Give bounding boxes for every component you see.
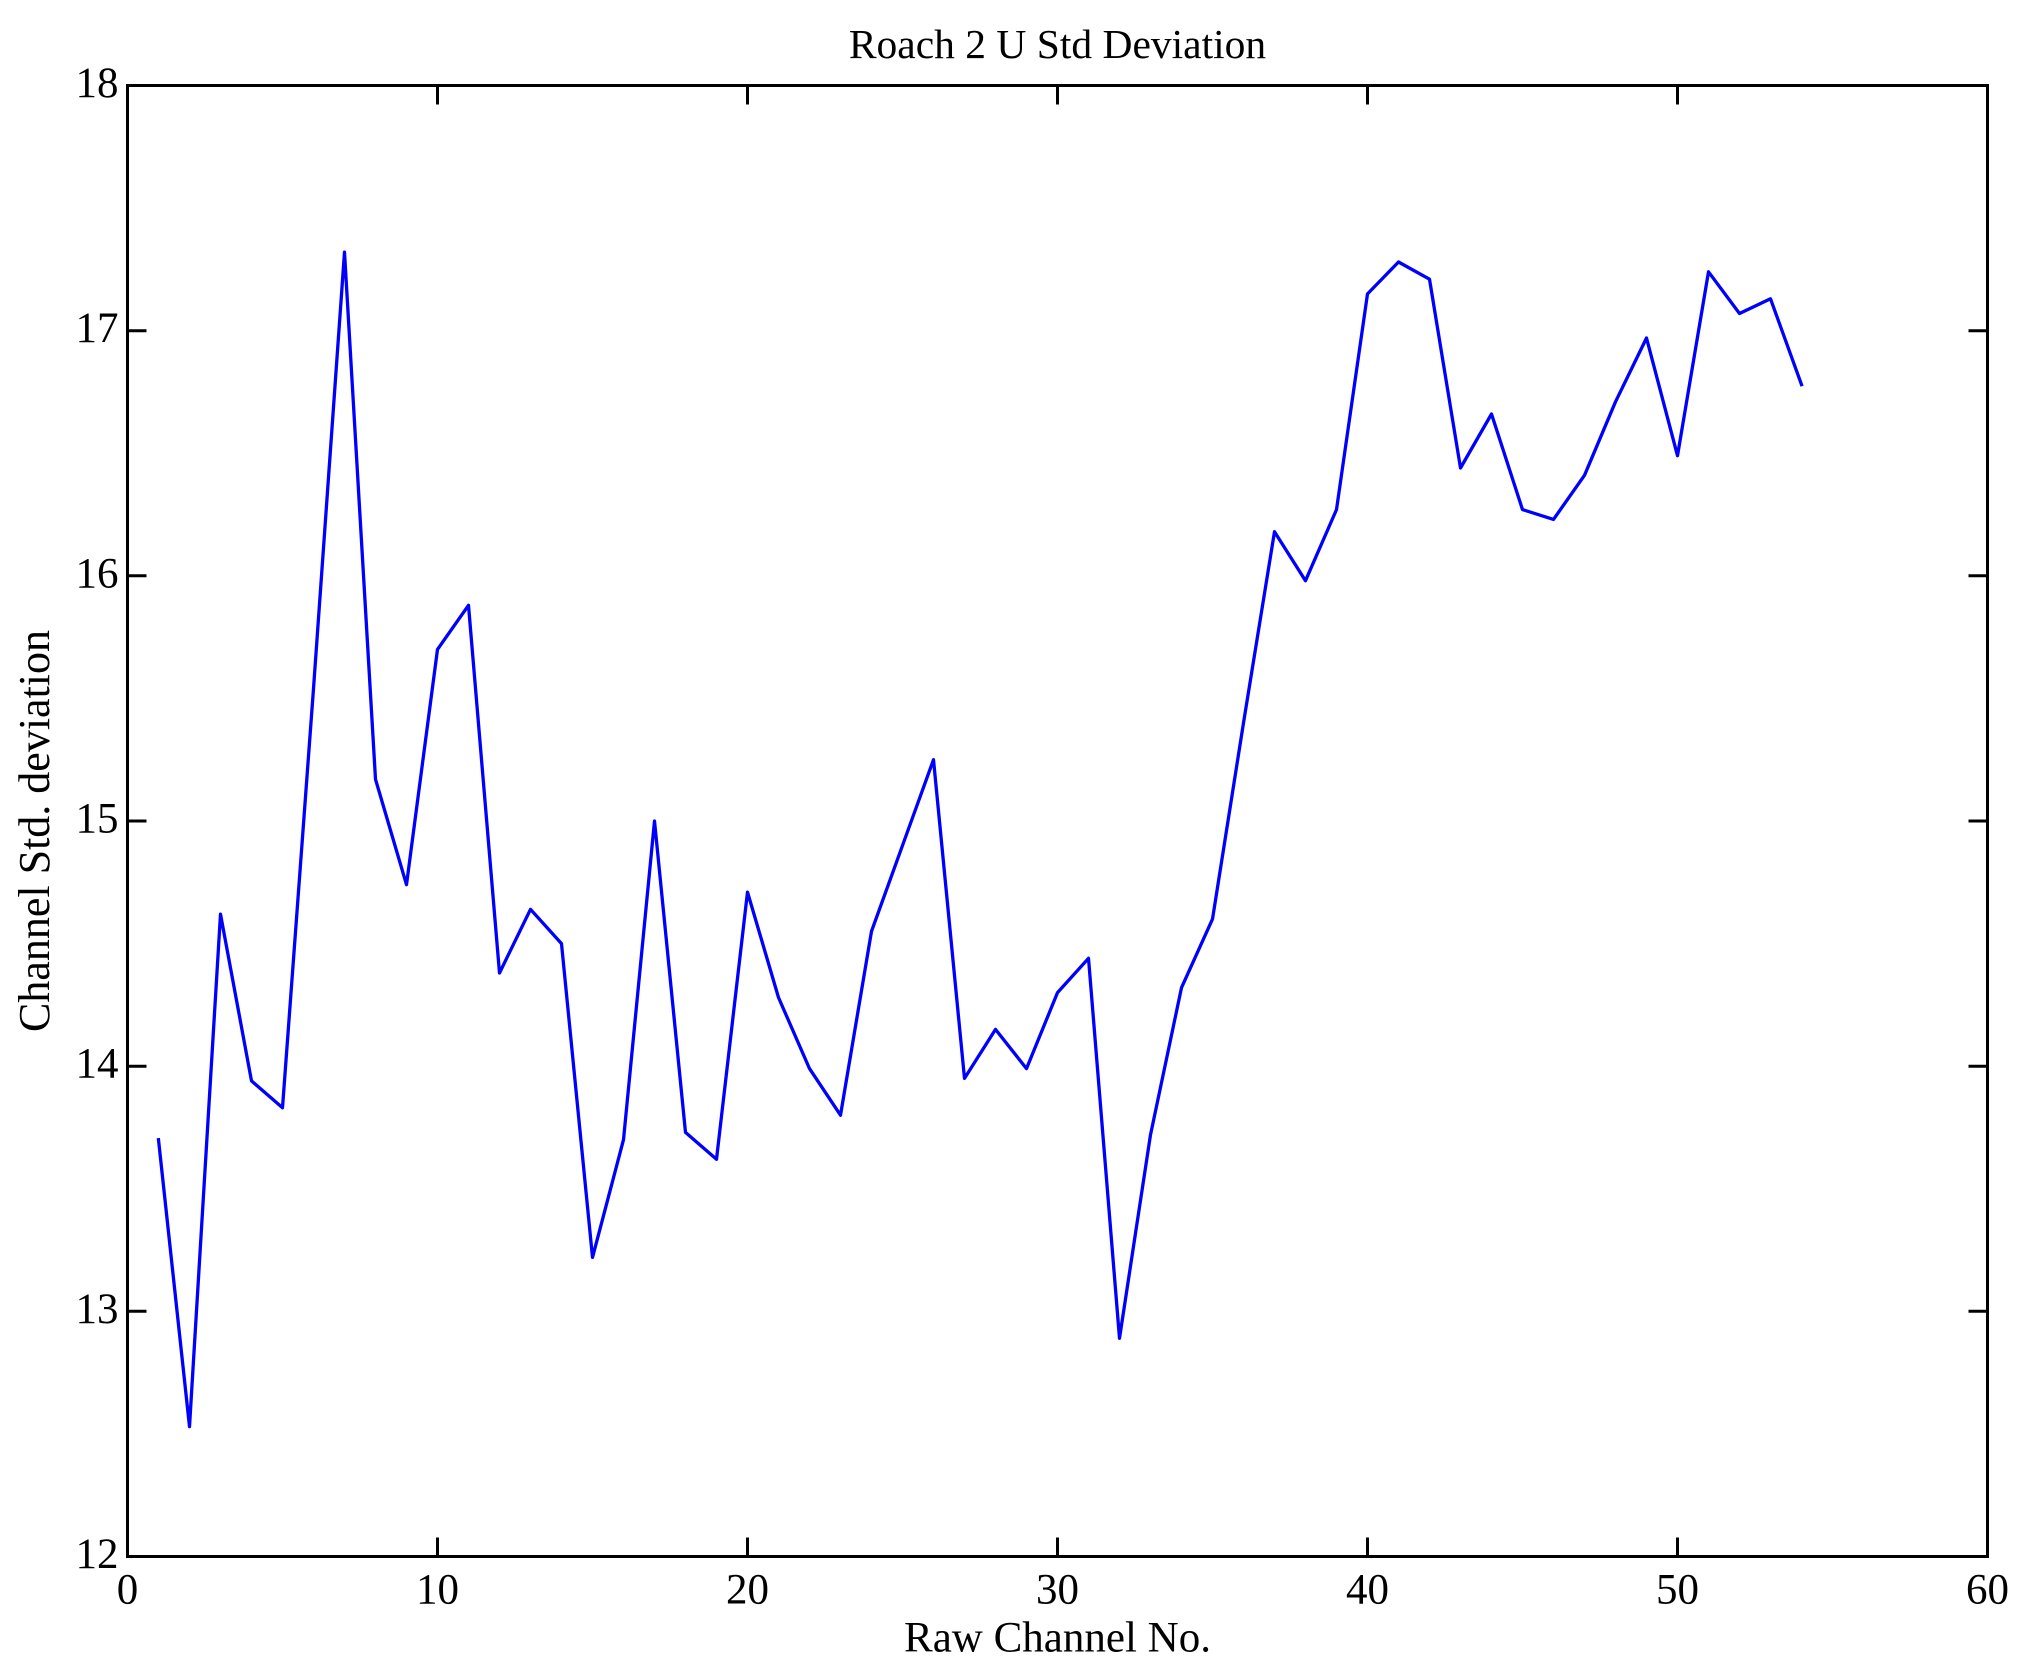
svg-text:40: 40 — [1346, 1567, 1389, 1614]
svg-text:12: 12 — [76, 1531, 119, 1578]
svg-text:Raw Channel No.: Raw Channel No. — [904, 1615, 1211, 1662]
svg-text:Roach 2 U Std Deviation: Roach 2 U Std Deviation — [849, 21, 1266, 67]
svg-text:18: 18 — [76, 60, 119, 107]
svg-text:17: 17 — [76, 305, 119, 352]
svg-text:30: 30 — [1036, 1567, 1079, 1614]
svg-text:15: 15 — [76, 796, 119, 843]
svg-text:10: 10 — [416, 1567, 459, 1614]
svg-text:20: 20 — [726, 1567, 769, 1614]
svg-text:60: 60 — [1966, 1567, 2009, 1614]
svg-text:0: 0 — [117, 1567, 139, 1614]
svg-text:16: 16 — [76, 550, 119, 597]
svg-text:13: 13 — [76, 1286, 119, 1333]
svg-text:Channel Std. deviation: Channel Std. deviation — [10, 630, 59, 1032]
svg-text:14: 14 — [76, 1041, 119, 1088]
svg-text:50: 50 — [1656, 1567, 1699, 1614]
